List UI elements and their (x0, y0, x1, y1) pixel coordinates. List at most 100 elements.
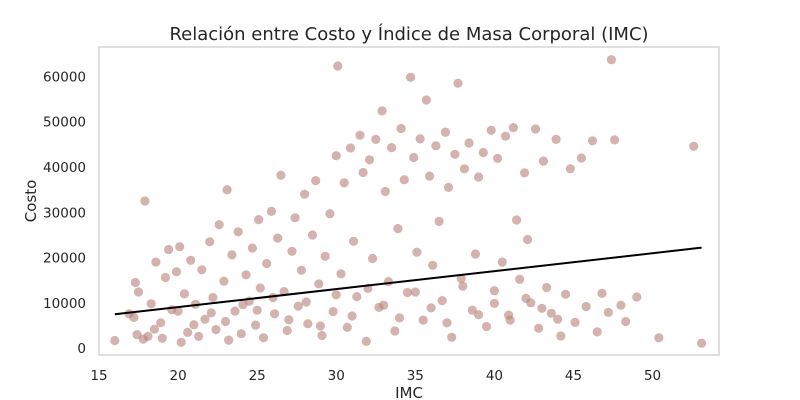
data-point-172 (537, 303, 547, 313)
data-point-102 (453, 78, 463, 88)
data-point-46 (273, 233, 283, 243)
data-point-15 (171, 267, 182, 277)
data-point-44 (266, 206, 276, 216)
data-point-101 (450, 149, 460, 159)
x-tick-label-4: 35 (407, 368, 424, 384)
data-point-154 (252, 305, 262, 315)
data-point-0 (110, 335, 120, 346)
data-point-165 (426, 303, 436, 313)
data-point-50 (287, 246, 297, 256)
data-point-71 (355, 130, 365, 140)
data-point-18 (179, 289, 189, 299)
x-tick-label-3: 30 (328, 368, 345, 384)
x-tick-label-7: 50 (644, 368, 661, 384)
x-axis-label: IMC (395, 384, 423, 400)
data-point-52 (293, 301, 303, 311)
data-point-126 (542, 282, 552, 293)
data-point-158 (315, 321, 325, 331)
data-point-169 (489, 298, 499, 308)
data-point-130 (561, 289, 571, 299)
data-point-40 (254, 215, 264, 225)
data-point-24 (200, 314, 210, 324)
data-point-36 (241, 270, 251, 280)
x-tick-label-0: 15 (90, 368, 107, 384)
data-point-67 (342, 322, 352, 332)
data-point-121 (523, 234, 533, 245)
data-point-113 (493, 153, 503, 163)
data-point-111 (486, 125, 496, 135)
data-point-8 (149, 324, 159, 334)
data-point-125 (538, 156, 549, 166)
data-point-55 (303, 319, 313, 329)
data-point-104 (459, 164, 469, 174)
data-point-97 (437, 296, 447, 306)
data-point-30 (222, 185, 232, 195)
data-point-135 (587, 136, 598, 146)
data-point-163 (394, 313, 405, 323)
plot-frame (98, 46, 720, 356)
data-point-156 (284, 315, 294, 325)
data-point-66 (339, 178, 349, 188)
data-point-5 (133, 287, 144, 297)
data-point-167 (458, 281, 468, 291)
data-point-38 (247, 243, 257, 253)
data-point-108 (474, 172, 484, 182)
data-point-64 (333, 61, 343, 71)
y-tick-label-6: 60000 (43, 69, 86, 85)
data-point-149 (173, 306, 183, 316)
data-point-117 (508, 123, 518, 133)
data-point-107 (470, 249, 480, 259)
data-point-82 (390, 326, 400, 336)
chart-title: Relación entre Costo y Índice de Masa Co… (169, 23, 648, 45)
data-point-35 (236, 329, 246, 339)
data-point-142 (621, 316, 631, 327)
data-point-10 (156, 318, 166, 328)
data-point-96 (434, 216, 444, 226)
data-point-89 (412, 247, 422, 257)
data-point-33 (230, 306, 240, 316)
data-point-145 (689, 141, 699, 151)
data-point-166 (442, 318, 452, 328)
data-point-171 (521, 293, 531, 303)
data-point-92 (421, 95, 431, 105)
data-point-43 (262, 258, 272, 269)
data-point-12 (160, 272, 170, 283)
data-point-98 (440, 127, 450, 137)
data-point-136 (592, 327, 602, 337)
data-point-131 (565, 164, 575, 174)
data-point-140 (610, 135, 620, 145)
data-point-93 (425, 171, 435, 181)
data-point-94 (428, 260, 438, 270)
data-point-31 (224, 335, 234, 345)
data-point-23 (197, 265, 207, 275)
data-point-129 (556, 331, 566, 341)
data-point-58 (314, 279, 324, 289)
data-point-83 (393, 224, 403, 234)
data-point-51 (290, 213, 300, 223)
data-point-152 (220, 316, 231, 327)
y-axis-label: Costo (22, 180, 40, 223)
y-tick-label-2: 20000 (43, 251, 86, 267)
data-point-109 (478, 147, 488, 158)
y-tick-labels: 0 10000 20000 30000 40000 50000 60000 (43, 69, 86, 357)
data-point-19 (183, 327, 193, 337)
data-point-87 (406, 72, 416, 82)
data-point-159 (331, 290, 341, 300)
data-point-59 (317, 330, 327, 341)
data-point-164 (410, 287, 420, 297)
data-point-79 (380, 186, 390, 197)
data-point-112 (489, 286, 499, 296)
y-tick-label-4: 40000 (43, 160, 86, 176)
data-point-26 (208, 292, 218, 303)
data-point-49 (282, 325, 292, 336)
data-point-60 (320, 251, 330, 261)
data-point-63 (331, 151, 341, 161)
data-point-73 (361, 336, 371, 346)
data-point-16 (175, 242, 185, 252)
x-tick-label-6: 45 (565, 368, 582, 384)
data-point-127 (546, 308, 556, 318)
data-point-132 (570, 317, 580, 327)
data-point-124 (534, 323, 544, 333)
data-point-74 (364, 155, 375, 165)
